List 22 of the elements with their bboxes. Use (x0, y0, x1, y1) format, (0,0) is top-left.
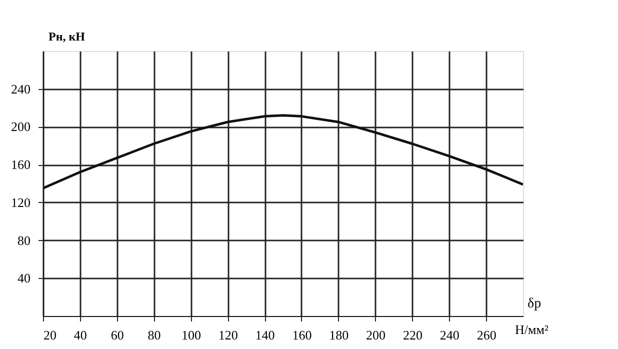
x-tick-label: 60 (110, 328, 124, 342)
x-tick-label: 220 (402, 328, 422, 342)
x-tick-label: 180 (329, 328, 349, 342)
y-tick-label: 160 (11, 157, 30, 172)
x-tick-label: 100 (181, 328, 201, 342)
x-tick-label: 80 (148, 328, 161, 342)
x-tick-label: 140 (255, 328, 275, 342)
x-tick-label: 200 (366, 328, 386, 342)
text: Н/мм² (515, 322, 548, 337)
x-axis-title: δр (528, 296, 542, 312)
y-tick-label: 240 (11, 81, 30, 96)
x-tick-label: 160 (292, 328, 312, 342)
x-tick-label: 120 (218, 328, 238, 342)
y-tick-label: 40 (18, 270, 30, 286)
x-tick-label: 260 (476, 328, 496, 342)
x-tick-label: 240 (440, 328, 460, 342)
y-tick-label: 80 (18, 232, 30, 248)
x-tick-label: 40 (74, 328, 87, 342)
y-axis-title: Pн, кН (48, 30, 86, 44)
y-tick-label: 200 (11, 119, 30, 134)
y-tick-label: 120 (11, 194, 30, 210)
x-tick-label: 20 (44, 328, 56, 342)
